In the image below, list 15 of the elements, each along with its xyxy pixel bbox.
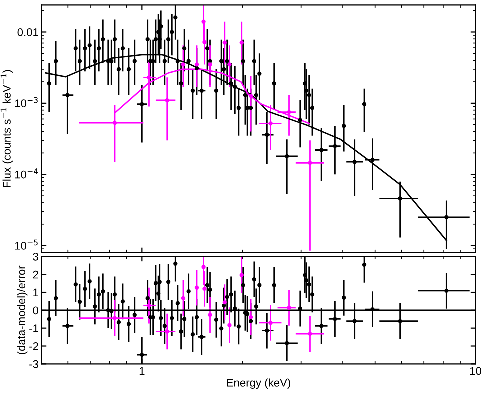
x-axis-title: Energy (keV)	[227, 378, 290, 390]
y-axis-title: Flux (counts s$^{−1}$ keV$^{−1}$)	[0, 70, 14, 188]
y-tick-label: 1	[34, 288, 38, 297]
y-tick-label: -3	[30, 360, 38, 368]
y-tick-label: 10$^{−5}$	[15, 240, 38, 250]
y-tick-label: -1	[30, 324, 38, 332]
y-axis-title: (data-model)/error	[17, 266, 28, 355]
x-tick-label: 10	[470, 367, 482, 376]
y-tick-label: -2	[30, 342, 38, 350]
y-tick-label: 0.01	[18, 28, 38, 36]
y-tick-label: 10$^{−4}$	[15, 168, 38, 179]
y-tick-label: 10$^{−3}$	[15, 97, 38, 108]
y-tick-label: 3	[33, 252, 38, 261]
y-tick-label: 0	[33, 306, 39, 315]
y-tick-label: 2	[33, 270, 38, 279]
